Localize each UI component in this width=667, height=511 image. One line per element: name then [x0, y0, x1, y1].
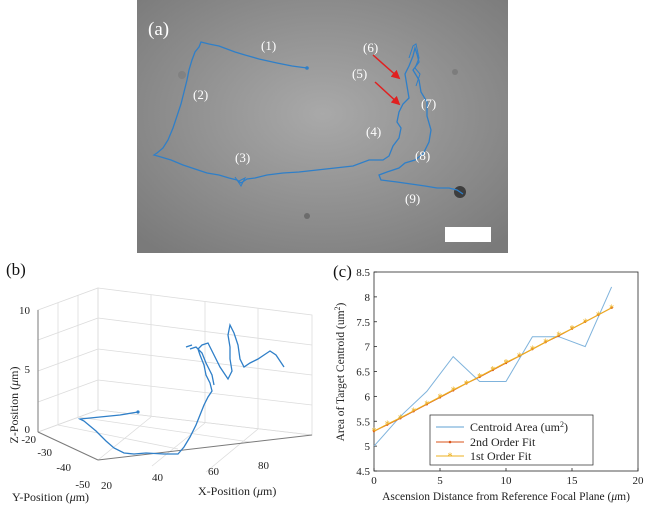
x-tick-label: 15 [567, 475, 579, 487]
trajectory-start-point [305, 66, 309, 70]
debris-particle [304, 213, 310, 219]
panel-c-chart: (c) 4.5 5 5.5 6 6.5 7 7.5 8 8.5 0 5 10 15 20 * * * * * * *… [330, 255, 667, 506]
z-tick-5: 5 [25, 364, 31, 376]
segment-label-9: (9) [405, 191, 420, 206]
debris-particle [452, 69, 458, 75]
fit1-point: * [385, 420, 390, 431]
x-axis-label: X-Position (μm) [198, 484, 276, 498]
z-tick-10: 10 [19, 305, 31, 317]
fit1-point: * [424, 399, 429, 410]
x-tick-label: 5 [437, 475, 443, 487]
legend-label-fit2: 2nd Order Fit [470, 435, 536, 449]
red-arrow-5 [374, 81, 401, 106]
segment-label-6: (6) [363, 40, 378, 55]
fit1-point: * [490, 365, 495, 376]
fit1-point: * [451, 385, 456, 396]
y-tick-label: 5 [365, 441, 371, 453]
x-tick-label: 0 [371, 475, 377, 487]
legend-box [429, 414, 594, 466]
segment-label-1: (1) [261, 38, 276, 53]
y-tick-neg30: -30 [37, 447, 52, 459]
panel-a-label: (a) [148, 19, 169, 40]
scale-bar [445, 227, 491, 242]
fit1-point: * [464, 379, 469, 390]
fit1-point: * [609, 303, 614, 314]
y-tick-label: 6.5 [356, 367, 370, 379]
legend-label-area: Centroid Area (um2) [470, 420, 568, 434]
y-tick-neg40: -40 [56, 462, 71, 474]
legend-marker-fit2 [448, 440, 452, 444]
series-1st-order-fit-line [373, 307, 612, 432]
fit1-point: * [477, 372, 482, 383]
panel-b-3d-plot: (b) 10 5 0 -20 -30 -40 -50 20 40 60 80 Z… [0, 255, 330, 506]
y-tick-label: 5.5 [356, 416, 370, 428]
fit1-point: * [438, 392, 443, 403]
z-axis-label: Z-Position (μm) [7, 366, 21, 443]
y-axis-ticks: 4.5 5 5.5 6 6.5 7 7.5 8 8.5 [356, 267, 377, 478]
fit1-point: * [411, 406, 416, 417]
red-arrow-6 [372, 54, 401, 80]
3d-trajectory [77, 323, 285, 455]
3d-axes [37, 310, 313, 461]
micrograph-background [137, 0, 508, 253]
panel-a-svg: (a) (1) (2) (3) (4) (5) (6) (7) (8) (9) [137, 0, 508, 253]
segment-label-2: (2) [193, 87, 208, 102]
fit1-point: * [556, 331, 561, 342]
segment-label-4: (4) [366, 124, 381, 139]
trajectory-start-point [136, 410, 140, 414]
x-tick-20: 20 [101, 480, 113, 492]
z-tick-0: 0 [25, 424, 31, 436]
fit1-point: * [517, 352, 522, 363]
fit1-point: * [530, 345, 535, 356]
fit1-point: * [504, 358, 509, 369]
series-centroid-area-line [373, 286, 613, 447]
y-tick-label: 4.5 [356, 466, 370, 478]
c-x-axis-label: Ascension Distance from Reference Focal … [382, 491, 630, 503]
segment-label-5: (5) [352, 66, 367, 81]
legend-marker-fit1: * [448, 452, 453, 463]
y-axis-label: Y-Position (μm) [12, 490, 89, 504]
x-tick-label: 20 [633, 475, 645, 487]
fit1-point: * [372, 427, 377, 438]
trajectory-path [152, 41, 464, 195]
y-tick-neg50: -50 [75, 479, 90, 491]
y-tick-label: 8 [365, 292, 371, 304]
segment-label-7: (7) [421, 96, 436, 111]
fit1-point: * [583, 317, 588, 328]
panel-a-micrograph: (a) (1) (2) (3) (4) (5) (6) (7) (8) (9) [137, 0, 508, 253]
chart-legend: Centroid Area (um2) 2nd Order Fit * 1st … [429, 414, 594, 466]
y-tick-label: 7.5 [356, 317, 370, 329]
fit1-point: * [596, 310, 601, 321]
y-tick-label: 7 [365, 342, 371, 354]
x-tick-label: 10 [501, 475, 513, 487]
segment-label-8: (8) [415, 148, 430, 163]
debris-particle [178, 71, 186, 79]
segment-label-3: (3) [235, 150, 250, 165]
panel-b-label: (b) [6, 260, 26, 279]
y-tick-neg20: -20 [21, 434, 36, 446]
legend-label-fit1: 1st Order Fit [470, 449, 532, 463]
y-tick-label: 6 [365, 391, 371, 403]
fit1-point: * [543, 338, 548, 349]
x-tick-40: 40 [152, 472, 164, 484]
x-axis-ticks: 0 5 10 15 20 [371, 468, 644, 487]
fit1-point: * [570, 324, 575, 335]
trajectory-jitter [234, 43, 421, 187]
3d-grid [37, 287, 313, 473]
fit1-point: * [398, 413, 403, 424]
y-tick-label: 8.5 [356, 267, 370, 279]
panel-c-svg: (c) 4.555.566.577.588.5 0 5 10 15 20 *******… [333, 262, 644, 503]
x-tick-80: 80 [258, 460, 270, 472]
x-tick-60: 60 [208, 466, 220, 478]
c-y-axis-label: Area of Target Centroid (um2) [333, 302, 347, 441]
panel-b-svg: (b) 10 5 0 -20 -30 -40 -50 20 40 60 80 Z… [6, 260, 313, 504]
panel-c-label: (c) [333, 262, 352, 281]
plot-series: * * * * * * * * * * * * * * * * * * * [372, 286, 614, 447]
